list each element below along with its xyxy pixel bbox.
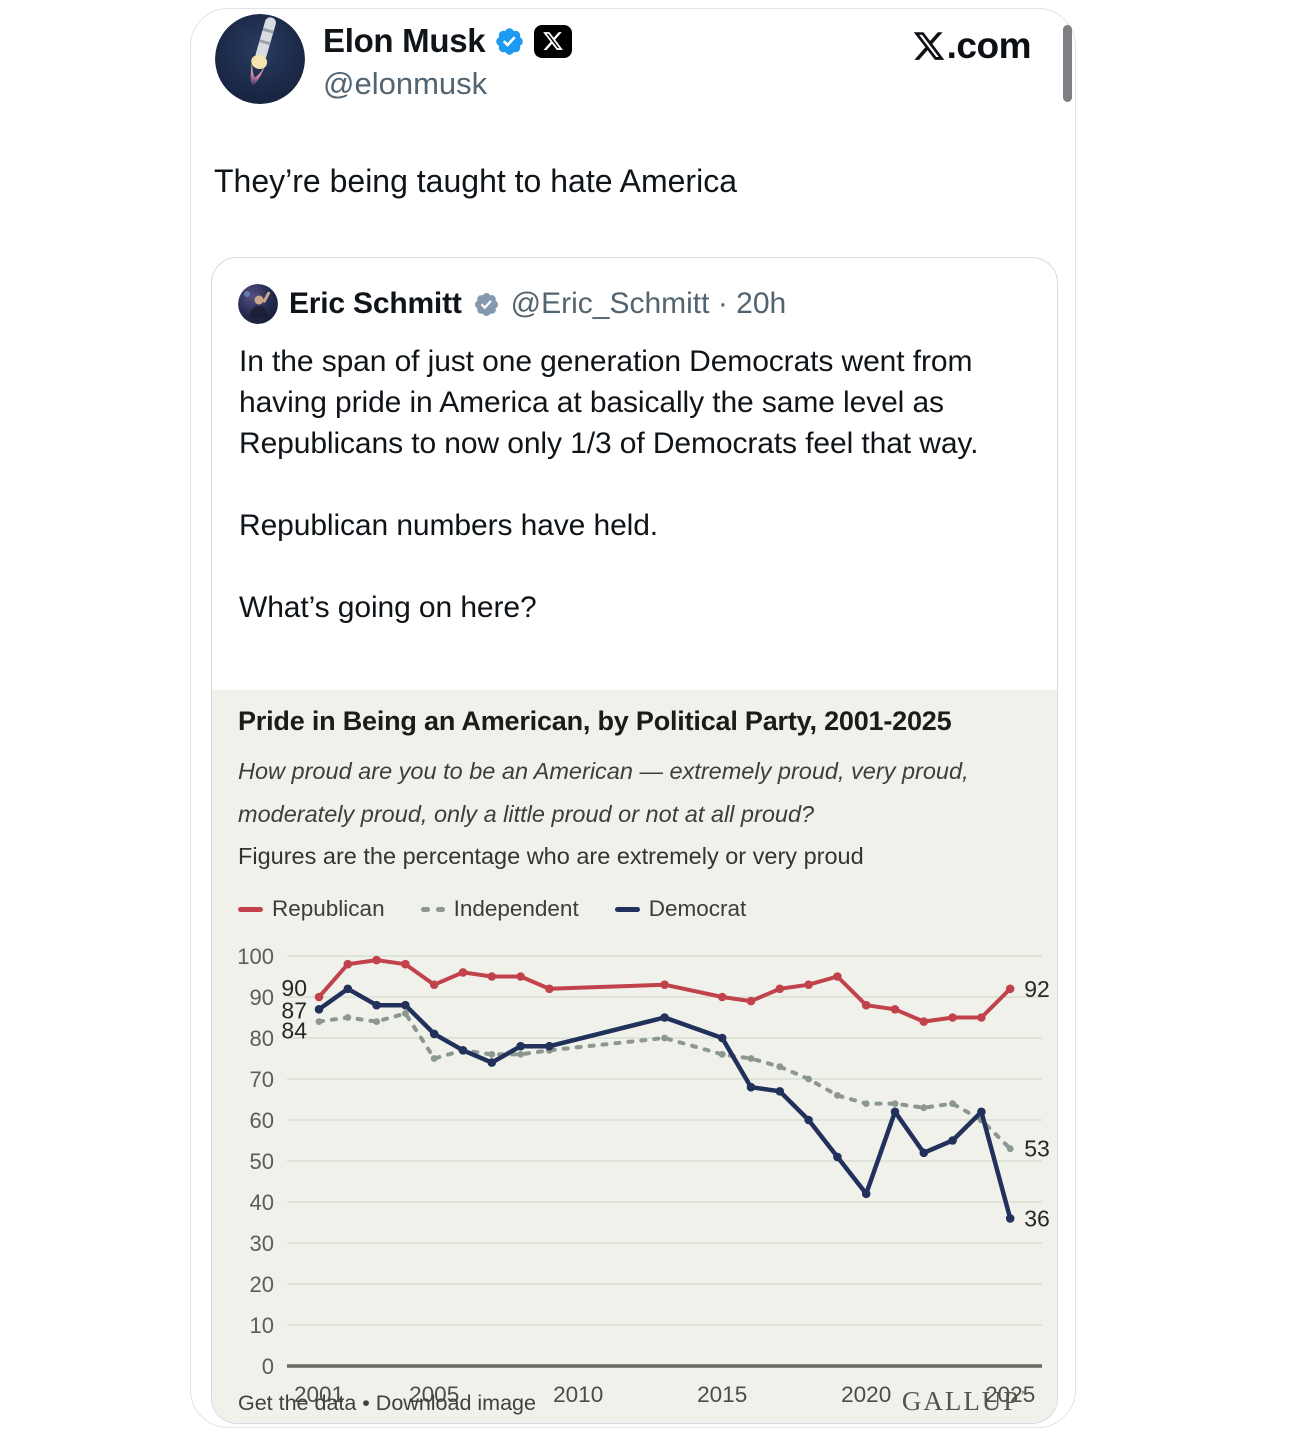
- legend-republican: Republican: [238, 896, 385, 922]
- independent-line-swatch: [420, 906, 445, 912]
- svg-text:87: 87: [281, 997, 307, 1023]
- elon-avatar[interactable]: [215, 14, 305, 104]
- chart-subtitle: How proud are you to be an American — ex…: [238, 758, 969, 827]
- legend-independent: Independent: [420, 896, 579, 922]
- quoted-verified-badge-icon: [474, 292, 498, 316]
- svg-text:30: 30: [250, 1231, 274, 1256]
- legend-democrat-label: Democrat: [648, 896, 747, 921]
- tweet-card: Elon Musk @elonmusk .com They’re being t…: [190, 8, 1076, 1428]
- svg-text:36: 36: [1024, 1205, 1050, 1231]
- gallup-logo: GALLUP’: [901, 1386, 1027, 1416]
- chart-data-links[interactable]: Get the data • Download image: [238, 1391, 536, 1415]
- chart-panel: Pride in Being an American, by Political…: [212, 690, 1057, 1423]
- svg-text:2025: 2025: [985, 1382, 1035, 1407]
- chart-legend: Republican Independent Democrat: [238, 896, 1031, 922]
- x-com-watermark: .com: [912, 25, 1032, 67]
- chart-note: Figures are the percentage who are extre…: [238, 843, 864, 869]
- svg-text:0: 0: [262, 1354, 274, 1379]
- svg-text:2010: 2010: [553, 1382, 603, 1407]
- x-logo-icon: [913, 32, 944, 60]
- chart-title: Pride in Being an American, by Political…: [238, 706, 952, 736]
- svg-text:70: 70: [250, 1067, 274, 1092]
- quoted-tweet-card[interactable]: Eric Schmitt @Eric_Schmitt · 20h In the …: [211, 257, 1058, 1424]
- svg-text:80: 80: [250, 1026, 274, 1051]
- rocket-icon: [250, 17, 276, 85]
- svg-text:2005: 2005: [409, 1382, 459, 1407]
- chart-plot: 0 10 20 30 40 50 60 70 80 90 100 2001 2005 2010 2015 20…: [237, 944, 1050, 1407]
- x-app-badge-icon: [534, 24, 573, 58]
- svg-text:20: 20: [250, 1272, 274, 1297]
- republican-line-swatch: [238, 906, 263, 912]
- svg-text:2015: 2015: [697, 1382, 747, 1407]
- svg-text:40: 40: [250, 1190, 274, 1215]
- svg-text:2001: 2001: [294, 1382, 344, 1407]
- quoted-tweet-text: In the span of just one generation Democ…: [239, 345, 979, 624]
- svg-text:50: 50: [250, 1149, 274, 1174]
- tweet-text: They’re being taught to hate America: [214, 163, 737, 199]
- scrollbar-thumb[interactable]: [1063, 25, 1072, 102]
- democrat-line-swatch: [614, 906, 640, 912]
- legend-democrat: Democrat: [614, 896, 747, 922]
- author-name[interactable]: Elon Musk: [323, 22, 486, 59]
- svg-text:92: 92: [1024, 976, 1050, 1002]
- svg-text:2020: 2020: [841, 1382, 891, 1407]
- svg-text:53: 53: [1024, 1136, 1050, 1162]
- quoted-author-name[interactable]: Eric Schmitt: [289, 287, 462, 320]
- verified-badge-icon: [496, 27, 524, 55]
- svg-text:90: 90: [250, 985, 274, 1010]
- svg-text:84: 84: [281, 1018, 307, 1044]
- svg-text:10: 10: [250, 1313, 274, 1338]
- quoted-author-meta[interactable]: @Eric_Schmitt · 20h: [510, 287, 787, 320]
- author-handle[interactable]: @elonmusk: [323, 66, 488, 101]
- svg-text:60: 60: [250, 1108, 274, 1133]
- legend-independent-label: Independent: [453, 896, 579, 921]
- legend-republican-label: Republican: [272, 896, 385, 921]
- watermark-suffix: .com: [946, 25, 1032, 66]
- svg-text:100: 100: [237, 944, 274, 969]
- svg-text:90: 90: [281, 975, 307, 1001]
- eric-avatar[interactable]: [238, 284, 278, 324]
